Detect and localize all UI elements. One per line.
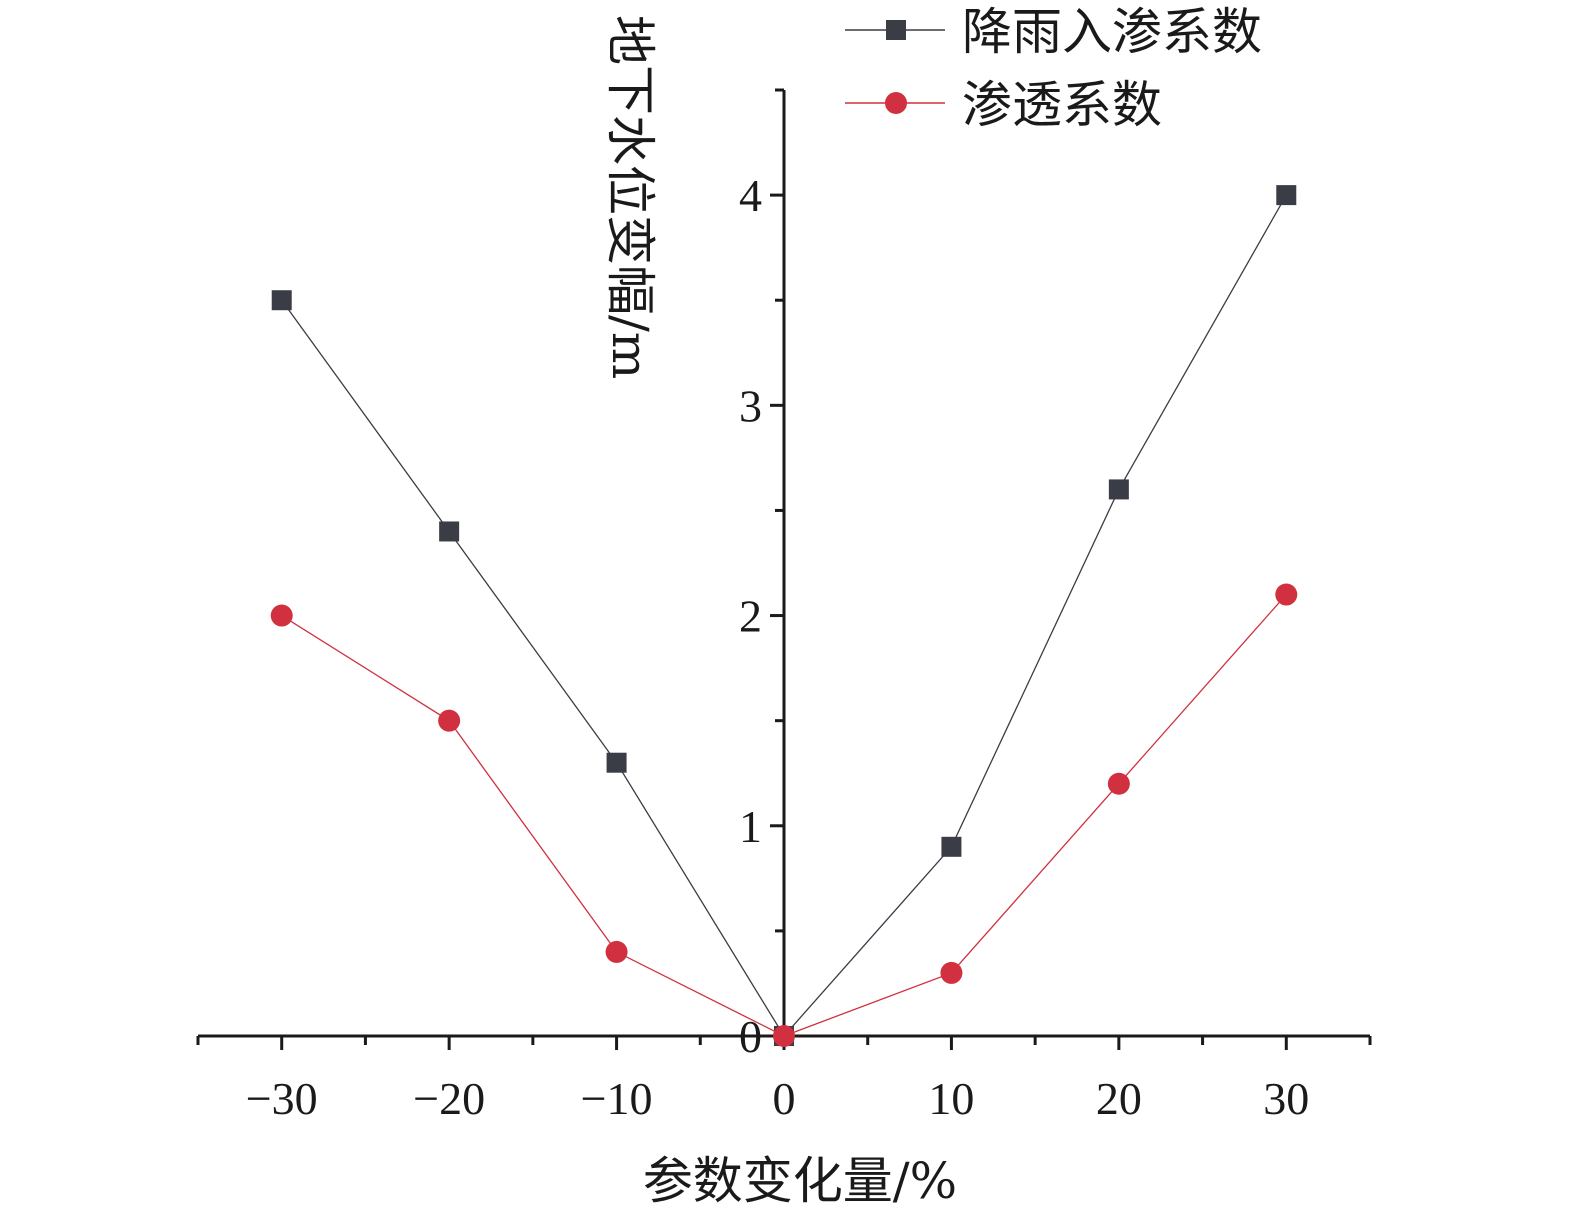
data-point-series-2 (773, 1025, 795, 1047)
x-tick-label: −30 (246, 1073, 318, 1124)
data-point-series-1 (1108, 479, 1129, 500)
data-point-series-2 (940, 961, 963, 984)
x-tick-label: 20 (1096, 1073, 1142, 1124)
series-layer (270, 185, 1298, 1047)
x-tick-label: −20 (413, 1073, 485, 1124)
x-tick-label: 10 (928, 1073, 974, 1124)
legend-marker-series-2 (885, 92, 907, 114)
x-axis-title: 参数变化量/% (643, 1152, 957, 1210)
x-tick-label: 30 (1263, 1073, 1309, 1124)
y-axis-ticks: 0 1 2 3 4 (739, 88, 784, 1062)
data-point-series-2 (1275, 583, 1298, 606)
data-point-series-1 (1276, 185, 1297, 206)
y-tick-label: 3 (739, 380, 762, 431)
data-point-series-2 (270, 604, 293, 627)
data-point-series-2 (605, 940, 628, 963)
x-tick-label: 0 (773, 1073, 796, 1124)
data-point-series-1 (271, 290, 292, 311)
x-axis-ticks: −30 −20 −10 0 10 20 30 (196, 1036, 1372, 1124)
data-point-series-1 (941, 836, 962, 857)
y-tick-label: 0 (739, 1011, 762, 1062)
legend: 降雨入渗系数 渗透系数 (845, 3, 1262, 134)
y-axis-title: 地下水位变幅/m (601, 15, 659, 379)
legend-label-series-1: 降雨入渗系数 (962, 3, 1262, 61)
axes (198, 90, 1370, 1038)
legend-label-series-2: 渗透系数 (962, 76, 1162, 134)
y-tick-label: 4 (739, 170, 762, 221)
data-point-series-1 (439, 521, 460, 542)
data-point-series-2 (438, 709, 461, 732)
y-tick-label: 1 (739, 801, 762, 852)
data-point-series-1 (606, 752, 627, 773)
legend-marker-series-1 (886, 20, 906, 40)
x-tick-label: −10 (581, 1073, 653, 1124)
data-point-series-2 (1107, 772, 1130, 795)
y-tick-label: 2 (739, 591, 762, 642)
